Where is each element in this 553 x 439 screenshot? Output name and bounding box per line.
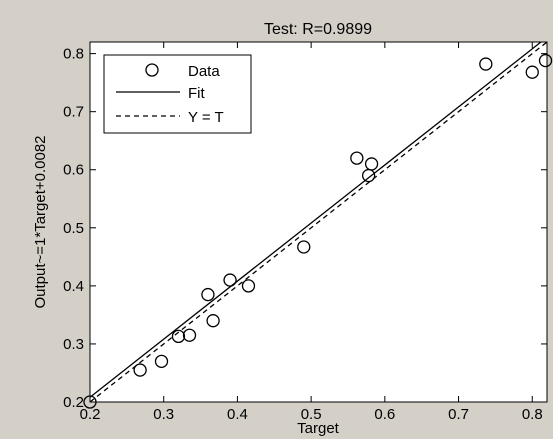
points-layer bbox=[83, 53, 553, 409]
fit-line bbox=[89, 41, 542, 398]
legend-box bbox=[103, 54, 252, 134]
data-point bbox=[201, 287, 215, 302]
y-tick-label: 0.3 bbox=[63, 336, 84, 353]
data-point bbox=[538, 53, 553, 68]
legend-fit-label: Fit bbox=[188, 85, 205, 102]
data-point bbox=[133, 363, 147, 377]
x-axis-title: Target bbox=[297, 420, 340, 437]
legend-data-marker bbox=[145, 63, 159, 77]
y-tick-label: 0.2 bbox=[63, 394, 84, 411]
data-point bbox=[525, 65, 539, 79]
ticks-layer: 0.2 0.3 0.4 0.5 0.6 0.7 0.8 0.2 0.3 0.4 0.5 0.6 0.7 0… bbox=[63, 42, 547, 423]
lines-layer bbox=[89, 41, 548, 403]
data-point bbox=[182, 328, 197, 342]
data-point bbox=[171, 329, 186, 344]
x-tick-label: 0.5 bbox=[301, 406, 322, 423]
data-point bbox=[479, 57, 493, 71]
y-tick-label: 0.6 bbox=[63, 162, 84, 179]
data-point bbox=[364, 157, 379, 171]
data-point bbox=[241, 279, 256, 293]
data-point bbox=[154, 354, 169, 369]
x-tick-label: 0.4 bbox=[227, 406, 248, 423]
y-tick-label: 0.4 bbox=[63, 278, 84, 295]
data-point bbox=[206, 314, 220, 328]
legend: Data Fit Y = T bbox=[103, 54, 252, 134]
x-tick-label: 0.7 bbox=[448, 406, 469, 423]
x-tick-label: 0.3 bbox=[153, 406, 174, 423]
x-tick-label: 0.2 bbox=[80, 406, 101, 423]
legend-data-label: Data bbox=[188, 63, 220, 80]
y-axis-title: Output~=1*Target+0.0082 bbox=[32, 135, 49, 308]
y-tick-label: 0.7 bbox=[63, 104, 84, 121]
identity-line bbox=[89, 41, 548, 403]
chart-title: Test: R=0.9899 bbox=[264, 21, 372, 38]
data-point bbox=[297, 240, 311, 254]
y-tick-label: 0.8 bbox=[63, 46, 84, 63]
data-point bbox=[350, 151, 364, 165]
legend-yt-label: Y = T bbox=[188, 109, 224, 126]
x-tick-label: 0.8 bbox=[522, 406, 543, 423]
y-tick-label: 0.5 bbox=[63, 220, 84, 237]
x-tick-label: 0.6 bbox=[374, 406, 395, 423]
data-point bbox=[223, 273, 237, 287]
